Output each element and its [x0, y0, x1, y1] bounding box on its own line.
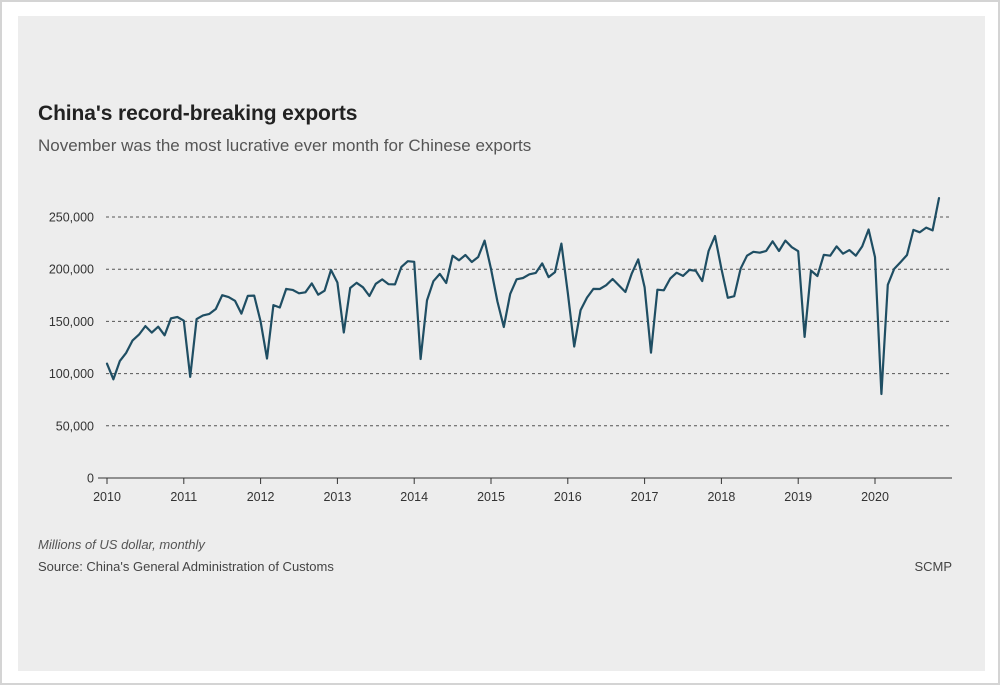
chart-card: China's record-breaking exports November…: [18, 16, 985, 671]
x-tick-label: 2018: [707, 490, 735, 504]
series-layer: [105, 197, 941, 396]
series-line: [105, 197, 941, 396]
y-tick-label: 200,000: [49, 263, 94, 277]
x-axis-labels: 2010 2011 2012 2013 2014 2015 2016 2017 2018 2019…: [93, 490, 889, 504]
y-tick-label: 50,000: [56, 419, 94, 433]
x-tick-label: 2019: [784, 490, 812, 504]
x-tick-label: 2014: [400, 490, 428, 504]
y-tick-label: 100,000: [49, 367, 94, 381]
brand-label: SCMP: [914, 559, 952, 574]
gridlines: [106, 216, 952, 427]
y-tick-label: 150,000: [49, 315, 94, 329]
x-tick-label: 2020: [861, 490, 889, 504]
x-tick-label: 2011: [170, 490, 197, 504]
y-tick-label: 0: [87, 472, 94, 486]
x-tick-label: 2016: [554, 490, 582, 504]
x-tick-label: 2017: [631, 490, 659, 504]
x-tick-label: 2010: [93, 490, 121, 504]
y-axis-labels: 0 50,000 100,000 150,000 200,000 250,000: [49, 211, 94, 486]
x-tick-label: 2012: [247, 490, 275, 504]
chart-title: China's record-breaking exports: [38, 102, 358, 125]
line-chart: 0 50,000 100,000 150,000 200,000 250,000 2010…: [49, 197, 952, 504]
x-tick-label: 2013: [323, 490, 351, 504]
x-axis: [98, 477, 952, 484]
chart-subtitle: November was the most lucrative ever mon…: [38, 136, 532, 155]
x-tick-label: 2015: [477, 490, 505, 504]
source-note: Source: China's General Administration o…: [38, 559, 334, 574]
units-note: Millions of US dollar, monthly: [38, 537, 205, 552]
y-tick-label: 250,000: [49, 211, 94, 225]
